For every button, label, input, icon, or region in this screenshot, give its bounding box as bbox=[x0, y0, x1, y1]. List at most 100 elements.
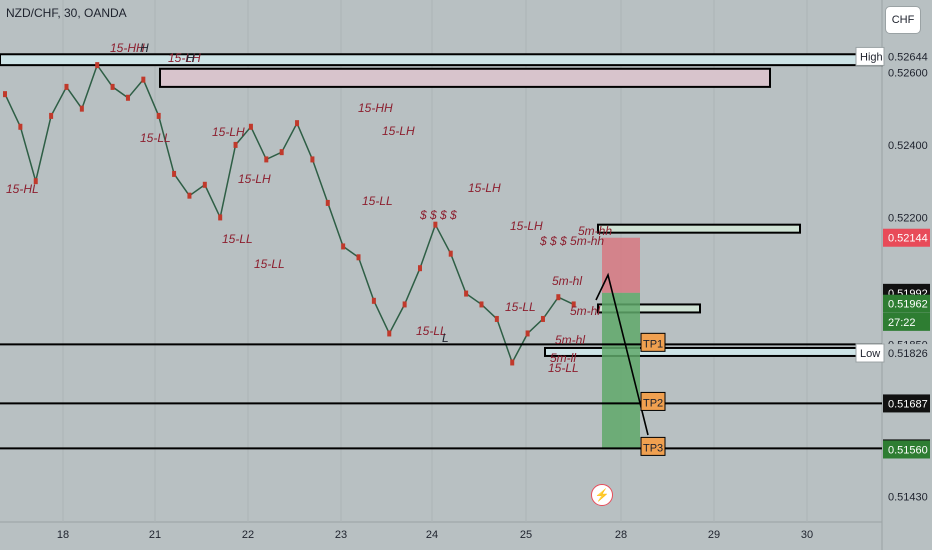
projection-arrow bbox=[595, 272, 649, 436]
candle bbox=[141, 76, 146, 83]
candle bbox=[202, 181, 207, 188]
take-profit-area bbox=[602, 292, 640, 450]
price-axis-tag bbox=[883, 135, 930, 154]
time-tick-label: 18 bbox=[57, 529, 69, 541]
annotation-label: 15-LL bbox=[362, 194, 393, 208]
annotation-label: 15-HH bbox=[358, 101, 393, 115]
price-axis-background bbox=[882, 0, 932, 550]
range-tag-label: High bbox=[860, 51, 883, 63]
time-tick-label: 24 bbox=[426, 529, 438, 541]
candle bbox=[525, 330, 530, 337]
price-axis-tag-label: 0.52600 bbox=[888, 67, 928, 79]
annotation-label: 15-LH bbox=[212, 125, 245, 139]
price-axis-tag bbox=[883, 47, 930, 66]
range-tag-label: Low bbox=[860, 348, 880, 360]
price-axis-tag bbox=[883, 294, 930, 313]
annotation-label: 15-HH bbox=[110, 41, 145, 55]
price-axis-tag-label: 0.52144 bbox=[888, 233, 928, 245]
annotation-label: 15-LL bbox=[416, 324, 447, 338]
flash-icon[interactable]: ⚡ bbox=[591, 484, 613, 506]
annotation-label: 15-LL bbox=[254, 257, 285, 271]
candle bbox=[33, 178, 38, 185]
candle bbox=[18, 123, 23, 130]
candle bbox=[187, 192, 192, 199]
candle bbox=[248, 123, 253, 130]
candle bbox=[264, 156, 269, 163]
price-axis-tag-label: 0.52644 bbox=[888, 51, 928, 63]
price-axis-tag-label: 0.51560 bbox=[888, 444, 928, 456]
price-axis-tag-label: 0.51687 bbox=[888, 398, 928, 410]
candle bbox=[79, 105, 84, 112]
target-tag bbox=[640, 391, 666, 411]
target-tag-label: TP3 bbox=[643, 442, 663, 454]
currency-button[interactable]: CHF bbox=[885, 6, 921, 34]
annotation-label: 15-LH bbox=[468, 181, 501, 195]
annotation-label: 15-LL bbox=[222, 232, 253, 246]
annotation-label: 15-LL bbox=[140, 131, 171, 145]
candle bbox=[95, 62, 100, 69]
candle bbox=[110, 83, 115, 90]
annotation-label: 15-HL bbox=[6, 182, 39, 196]
zone-box bbox=[597, 303, 701, 314]
annotation-label: 5m-ll bbox=[550, 351, 576, 365]
target-tag bbox=[640, 332, 666, 352]
price-axis-tag bbox=[883, 312, 930, 331]
candle bbox=[295, 120, 300, 127]
candle bbox=[218, 214, 223, 221]
price-axis-tag-label: 0.52200 bbox=[888, 212, 928, 224]
price-axis-tag bbox=[883, 208, 930, 227]
candle bbox=[433, 221, 438, 228]
annotation-label: H bbox=[186, 51, 195, 65]
time-tick-label: 30 bbox=[801, 529, 813, 541]
candle bbox=[387, 330, 392, 337]
time-tick-label: 25 bbox=[520, 529, 532, 541]
annotation-label: H bbox=[140, 41, 149, 55]
candle bbox=[156, 112, 161, 119]
annotation-label: 15-LH bbox=[168, 51, 201, 65]
target-tag bbox=[640, 436, 666, 456]
candle bbox=[279, 149, 284, 156]
range-tag bbox=[855, 343, 885, 363]
range-tag bbox=[855, 46, 885, 66]
annotation-label: 15-LH bbox=[510, 219, 543, 233]
annotation-label: 15-LL bbox=[505, 300, 536, 314]
candle bbox=[125, 94, 130, 101]
time-tick-label: 23 bbox=[335, 529, 347, 541]
price-axis-tag bbox=[883, 440, 930, 459]
candle bbox=[341, 243, 346, 250]
annotation-label: 5m-hl bbox=[555, 333, 585, 347]
price-line bbox=[4, 63, 575, 365]
candle bbox=[479, 301, 484, 308]
candle bbox=[556, 294, 561, 301]
candle bbox=[494, 315, 499, 322]
annotation-label: $ $ $ 5m-hh bbox=[539, 234, 604, 248]
time-tick-label: 29 bbox=[708, 529, 720, 541]
price-axis-tag-label: 0.51826 bbox=[888, 348, 928, 360]
candle bbox=[448, 250, 453, 257]
candle bbox=[464, 290, 469, 297]
price-axis-tag-label: 27:22 bbox=[888, 317, 916, 329]
price-axis-tag bbox=[883, 344, 930, 363]
candle bbox=[540, 315, 545, 322]
candle bbox=[3, 91, 7, 98]
target-tag-label: TP1 bbox=[643, 338, 663, 350]
target-tag-label: TP2 bbox=[643, 397, 663, 409]
price-axis-tag bbox=[883, 228, 930, 247]
stop-loss-area bbox=[602, 237, 640, 293]
candle bbox=[233, 141, 238, 148]
zone-box bbox=[0, 53, 883, 67]
time-tick-label: 22 bbox=[242, 529, 254, 541]
candle bbox=[371, 297, 376, 304]
candle bbox=[571, 301, 576, 308]
annotation-label: 5m-hh bbox=[578, 224, 612, 238]
symbol-label[interactable]: NZD/CHF, 30, OANDA bbox=[6, 6, 127, 20]
time-tick-label: 28 bbox=[615, 529, 627, 541]
price-axis-tag-label: 0.52400 bbox=[888, 140, 928, 152]
time-tick-label: 21 bbox=[149, 529, 161, 541]
annotation-label: L bbox=[442, 331, 449, 345]
candle bbox=[325, 199, 330, 206]
price-axis-tag bbox=[883, 63, 930, 82]
price-axis-tag bbox=[883, 487, 930, 506]
